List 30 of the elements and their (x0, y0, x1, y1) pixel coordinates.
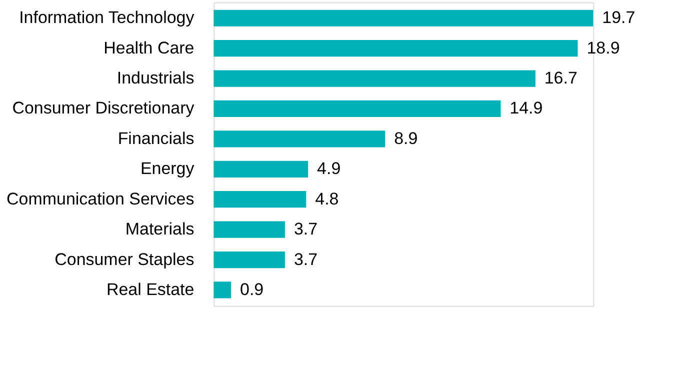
bar (214, 130, 386, 148)
y-tick-label: Consumer Discretionary (12, 98, 195, 118)
bar (214, 100, 501, 118)
y-tick-label: Industrials (116, 68, 194, 88)
data-label: 4.8 (315, 189, 339, 208)
data-label: 14.9 (510, 98, 543, 118)
bar (214, 70, 536, 87)
bar (214, 10, 594, 26)
data-label: 3.7 (294, 250, 318, 269)
bar (214, 221, 285, 238)
data-label: 3.7 (294, 220, 318, 239)
data-label: 0.9 (240, 280, 264, 299)
bar (214, 251, 285, 268)
data-label: 19.7 (602, 8, 636, 28)
y-tick-label: Materials (125, 220, 194, 239)
bar (214, 282, 232, 298)
bar (214, 40, 578, 57)
y-tick-label: Financials (118, 128, 194, 148)
data-label: 16.7 (544, 68, 578, 88)
bar (214, 160, 308, 178)
y-tick-label: Health Care (104, 38, 194, 58)
y-tick-label: Communication Services (6, 189, 194, 208)
y-tick-label: Real Estate (106, 280, 194, 299)
bar (214, 191, 306, 208)
y-tick-label: Energy (140, 159, 195, 178)
data-label: 8.9 (394, 128, 418, 148)
y-tick-label: Consumer Staples (54, 250, 194, 269)
data-label: 4.9 (317, 159, 341, 178)
data-label: 18.9 (586, 38, 620, 58)
y-tick-label: Information Technology (19, 8, 195, 28)
